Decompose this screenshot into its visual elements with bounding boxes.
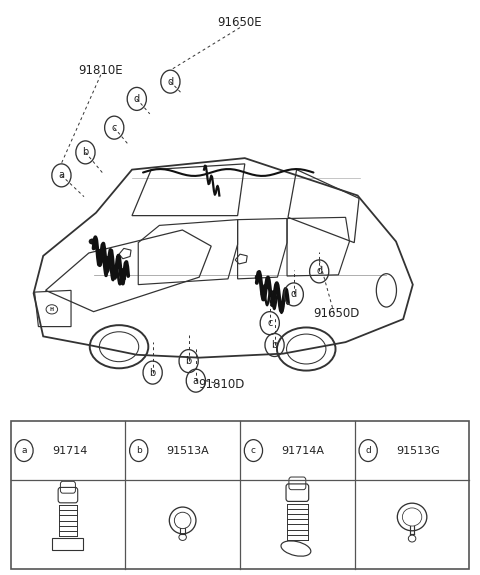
Ellipse shape: [255, 275, 261, 279]
Text: d: d: [316, 266, 322, 277]
Text: 91810E: 91810E: [79, 64, 123, 76]
Text: d: d: [168, 76, 173, 87]
Text: c: c: [111, 122, 117, 133]
Ellipse shape: [96, 250, 103, 254]
Text: c: c: [267, 318, 273, 328]
Text: 91650E: 91650E: [218, 17, 262, 29]
Text: 91513A: 91513A: [167, 446, 209, 455]
Text: d: d: [134, 94, 140, 104]
Text: 91714A: 91714A: [281, 446, 324, 455]
Text: 91513G: 91513G: [396, 446, 440, 455]
Text: H: H: [50, 308, 54, 312]
Text: 91810D: 91810D: [199, 378, 245, 390]
Text: b: b: [185, 356, 192, 366]
Text: d: d: [365, 446, 371, 455]
Ellipse shape: [263, 284, 270, 289]
Text: a: a: [21, 446, 27, 455]
Text: b: b: [149, 367, 156, 378]
Text: b: b: [271, 340, 278, 350]
Ellipse shape: [89, 239, 95, 244]
Text: b: b: [82, 147, 89, 158]
Text: 91714: 91714: [52, 446, 87, 455]
Ellipse shape: [104, 256, 109, 261]
Text: d: d: [291, 289, 297, 300]
Text: b: b: [136, 446, 142, 455]
Text: 91650D: 91650D: [313, 307, 359, 320]
Ellipse shape: [270, 291, 276, 296]
Text: a: a: [59, 170, 64, 181]
Text: a: a: [193, 375, 199, 386]
Text: c: c: [251, 446, 256, 455]
